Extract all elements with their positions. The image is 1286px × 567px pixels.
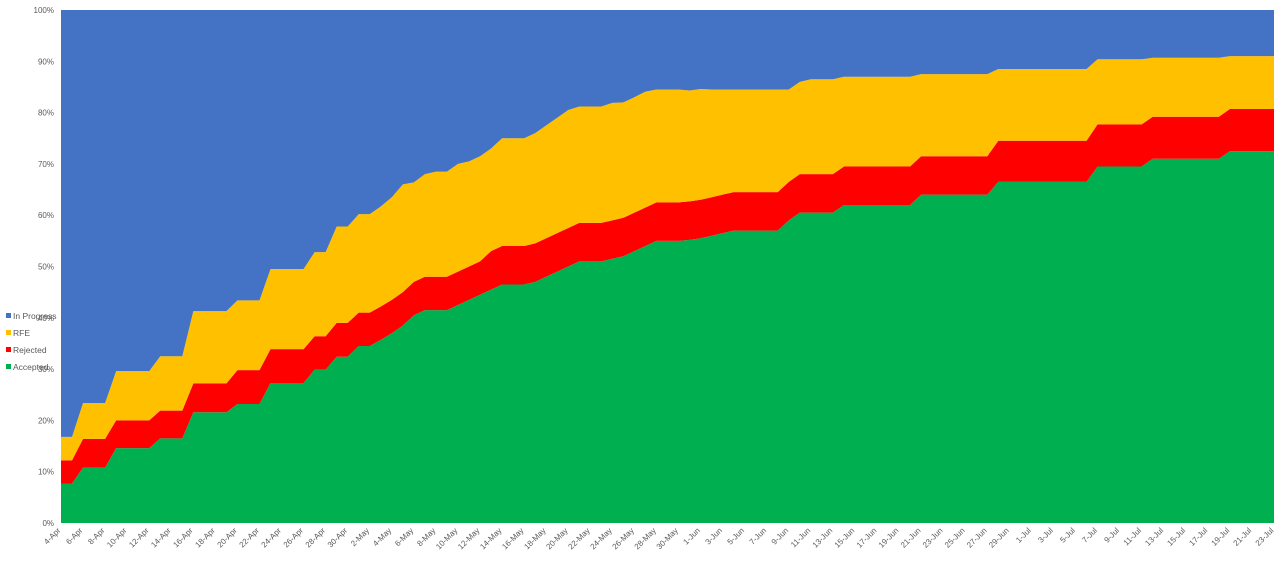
x-axis-tick-labels: 4-Apr 6-Apr 8-Apr10-Apr12-Apr14-Apr16-Apr1…	[42, 526, 1275, 551]
x-tick-label: 13-Jul	[1143, 526, 1165, 548]
x-tick-label: 24-Apr	[260, 526, 284, 550]
y-tick-label: 40%	[38, 314, 54, 323]
x-tick-label: 18-May	[522, 526, 547, 551]
x-tick-label: 19-Jun	[877, 526, 901, 550]
y-axis-tick-labels: 0% 10% 20% 30% 40% 50% 60% 70% 80% 90% 100%	[34, 6, 54, 528]
legend-item-in-progress: In Progress	[6, 307, 56, 324]
legend-label-in-progress: In Progress	[13, 310, 57, 321]
x-tick-label: 19-Jul	[1210, 526, 1232, 548]
legend-swatch-rfe	[6, 330, 11, 335]
x-tick-label: 21-Jun	[899, 526, 923, 550]
x-tick-label: 6-May	[393, 526, 415, 548]
x-tick-label: 27-Jun	[965, 526, 989, 550]
x-tick-label: 7-Jun	[748, 526, 769, 547]
x-tick-label: 10-Apr	[105, 526, 129, 550]
x-tick-label: 15-Jul	[1165, 526, 1187, 548]
x-tick-label: 12-Apr	[127, 526, 151, 550]
x-tick-label: 16-May	[500, 526, 525, 551]
y-tick-label: 80%	[38, 109, 54, 118]
y-tick-label: 50%	[38, 263, 54, 272]
legend-swatch-rejected	[6, 347, 11, 352]
area-rejected	[61, 109, 1274, 484]
y-tick-label: 60%	[38, 211, 54, 220]
x-tick-label: 29-Jun	[987, 526, 1011, 550]
x-tick-label: 6-Apr	[64, 526, 84, 546]
x-tick-label: 13-Jun	[811, 526, 835, 550]
area-in-progress	[61, 10, 1274, 437]
series-areas	[61, 10, 1274, 523]
x-tick-label: 22-Apr	[238, 526, 262, 550]
x-tick-label: 4-Apr	[42, 526, 62, 546]
x-tick-label: 1-Jul	[1014, 526, 1033, 545]
x-tick-label: 21-Jul	[1232, 526, 1254, 548]
y-tick-label: 100%	[34, 6, 54, 15]
x-tick-label: 17-Jul	[1187, 526, 1209, 548]
x-tick-label: 23-Jul	[1254, 526, 1276, 548]
x-tick-label: 5-Jun	[726, 526, 747, 547]
legend-label-rfe: RFE	[13, 327, 30, 338]
area-rfe	[61, 56, 1274, 461]
x-tick-label: 14-Apr	[149, 526, 173, 550]
x-tick-label: 24-May	[589, 526, 614, 551]
x-tick-label: 23-Jun	[921, 526, 945, 550]
x-tick-label: 25-Jun	[943, 526, 967, 550]
x-tick-label: 28-May	[633, 526, 658, 551]
x-tick-label: 30-May	[655, 526, 680, 551]
y-tick-label: 10%	[38, 468, 54, 477]
x-tick-label: 30-Apr	[326, 526, 350, 550]
y-tick-label: 90%	[38, 57, 54, 66]
y-tick-label: 20%	[38, 416, 54, 425]
x-tick-label: 26-May	[611, 526, 636, 551]
x-tick-label: 15-Jun	[833, 526, 857, 550]
legend-swatch-in-progress	[6, 313, 11, 318]
x-tick-label: 11-Jun	[789, 526, 812, 549]
x-tick-label: 9-Jul	[1102, 526, 1121, 545]
area-accepted	[61, 151, 1274, 523]
x-tick-label: 2-May	[349, 526, 371, 548]
legend-item-accepted: Accepted	[6, 358, 56, 375]
x-tick-label: 28-Apr	[304, 526, 328, 550]
legend-swatch-accepted	[6, 364, 11, 369]
x-tick-label: 3-Jun	[704, 526, 725, 547]
x-tick-label: 22-May	[566, 526, 591, 551]
x-tick-label: 12-May	[456, 526, 481, 551]
x-tick-label: 1-Jun	[681, 526, 702, 547]
x-tick-label: 7-Jul	[1080, 526, 1099, 545]
x-tick-label: 16-Apr	[171, 526, 195, 550]
x-tick-label: 20-May	[544, 526, 569, 551]
y-tick-label: 0%	[42, 519, 54, 528]
x-tick-label: 17-Jun	[855, 526, 879, 550]
x-tick-label: 10-May	[434, 526, 459, 551]
x-tick-label: 18-Apr	[193, 526, 217, 550]
legend-item-rejected: Rejected	[6, 341, 56, 358]
y-tick-label: 30%	[38, 365, 54, 374]
y-tick-label: 70%	[38, 160, 54, 169]
x-tick-label: 20-Apr	[216, 526, 240, 550]
x-tick-label: 8-Apr	[86, 526, 106, 546]
x-tick-label: 9-Jun	[770, 526, 791, 547]
x-tick-label: 3-Jul	[1036, 526, 1055, 545]
x-tick-label: 4-May	[371, 526, 393, 548]
legend-label-accepted: Accepted	[13, 361, 49, 372]
x-tick-label: 26-Apr	[282, 526, 306, 550]
legend-item-rfe: RFE	[6, 324, 56, 341]
x-tick-label: 5-Jul	[1058, 526, 1077, 545]
legend-label-rejected: Rejected	[13, 344, 47, 355]
legend: In Progress RFE Rejected Accepted	[6, 307, 56, 375]
x-tick-label: 11-Jul	[1122, 526, 1144, 548]
x-tick-label: 14-May	[478, 526, 503, 551]
